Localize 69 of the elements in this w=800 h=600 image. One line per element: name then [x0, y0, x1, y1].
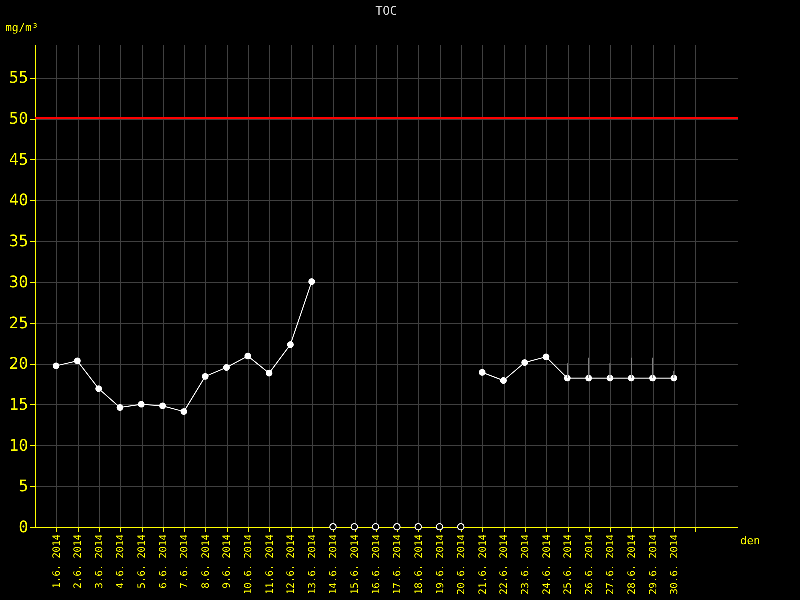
- x-tick-label: 10.6. 2014: [244, 534, 255, 595]
- point: [436, 523, 444, 531]
- x-tick-label: 26.6. 2014: [584, 534, 596, 595]
- x-tick-label: 14.6. 2014: [328, 534, 340, 595]
- x-tick-label: 19.6. 2014: [435, 534, 446, 595]
- point: [393, 523, 401, 531]
- y-axis-title: mg/m³: [6, 22, 39, 34]
- x-tick-label: 4.6. 2014: [116, 534, 127, 589]
- x-tick-label: 2.6. 2014: [73, 534, 84, 589]
- point: [244, 352, 252, 360]
- x-tick-label: 1.6. 2014: [52, 534, 63, 589]
- x-tick-label: 17.6. 2014: [392, 534, 404, 595]
- point: [308, 278, 316, 286]
- y-tick-label: 30: [9, 272, 28, 292]
- y-tick-label: 10: [9, 436, 28, 455]
- point: [350, 523, 358, 531]
- x-tick-label: 5.6. 2014: [137, 534, 148, 589]
- x-tick-label: 16.6. 2014: [371, 534, 382, 595]
- x-tick-label: 20.6. 2014: [456, 534, 468, 595]
- point: [159, 402, 166, 410]
- y-tick-label: 25: [9, 313, 28, 332]
- y-tick-label: 15: [9, 394, 28, 414]
- point: [116, 404, 124, 412]
- x-tick-label: 9.6. 2014: [222, 534, 234, 589]
- x-tick-label: 13.6. 2014: [307, 534, 318, 595]
- point: [372, 523, 380, 531]
- point: [96, 386, 102, 392]
- x-tick-label: 28.6. 2014: [626, 534, 638, 595]
- y-tick-label: 20: [9, 354, 28, 374]
- y-tick-label: 40: [9, 190, 28, 210]
- point: [479, 369, 486, 376]
- point: [287, 341, 294, 348]
- y-tick-label: 0: [18, 518, 28, 536]
- y-tick-label: 50: [9, 109, 28, 128]
- chart-title: TOC: [376, 4, 398, 18]
- point: [223, 364, 230, 372]
- x-tick-label: 11.6. 2014: [264, 534, 276, 595]
- x-tick-label: 12.6. 2014: [286, 534, 298, 595]
- point: [414, 523, 422, 531]
- x-tick-label: 29.6. 2014: [648, 534, 660, 595]
- x-tick-label: 30.6. 2014: [670, 534, 681, 595]
- x-tick-label: 6.6. 2014: [158, 534, 170, 589]
- x-tick-label: 24.6. 2014: [542, 534, 553, 595]
- point: [138, 401, 145, 408]
- y-tick-label: 5: [18, 476, 28, 496]
- x-tick-label: 25.6. 2014: [563, 534, 574, 595]
- point: [202, 373, 209, 380]
- x-tick-label: 8.6. 2014: [200, 534, 212, 589]
- point: [52, 362, 60, 370]
- point: [500, 377, 508, 384]
- x-tick-label: 27.6. 2014: [606, 534, 617, 595]
- x-tick-label: 7.6. 2014: [180, 534, 191, 589]
- point: [457, 523, 465, 531]
- y-tick-label: 45: [9, 150, 28, 169]
- point: [266, 370, 273, 377]
- y-tick-label: 35: [9, 232, 28, 251]
- point: [330, 523, 337, 531]
- point: [542, 354, 550, 360]
- point: [522, 359, 528, 366]
- point: [180, 408, 188, 416]
- x-axis-title: den: [740, 534, 760, 548]
- x-tick-label: 18.6. 2014: [414, 534, 425, 595]
- point: [74, 358, 81, 365]
- x-tick-label: 15.6. 2014: [350, 534, 362, 595]
- y-tick-label: 55: [9, 68, 28, 88]
- x-tick-label: 21.6. 2014: [478, 534, 489, 595]
- x-tick-label: 22.6. 2014: [499, 534, 510, 595]
- x-tick-label: 3.6. 2014: [94, 534, 106, 589]
- x-tick-label: 23.6. 2014: [520, 534, 532, 595]
